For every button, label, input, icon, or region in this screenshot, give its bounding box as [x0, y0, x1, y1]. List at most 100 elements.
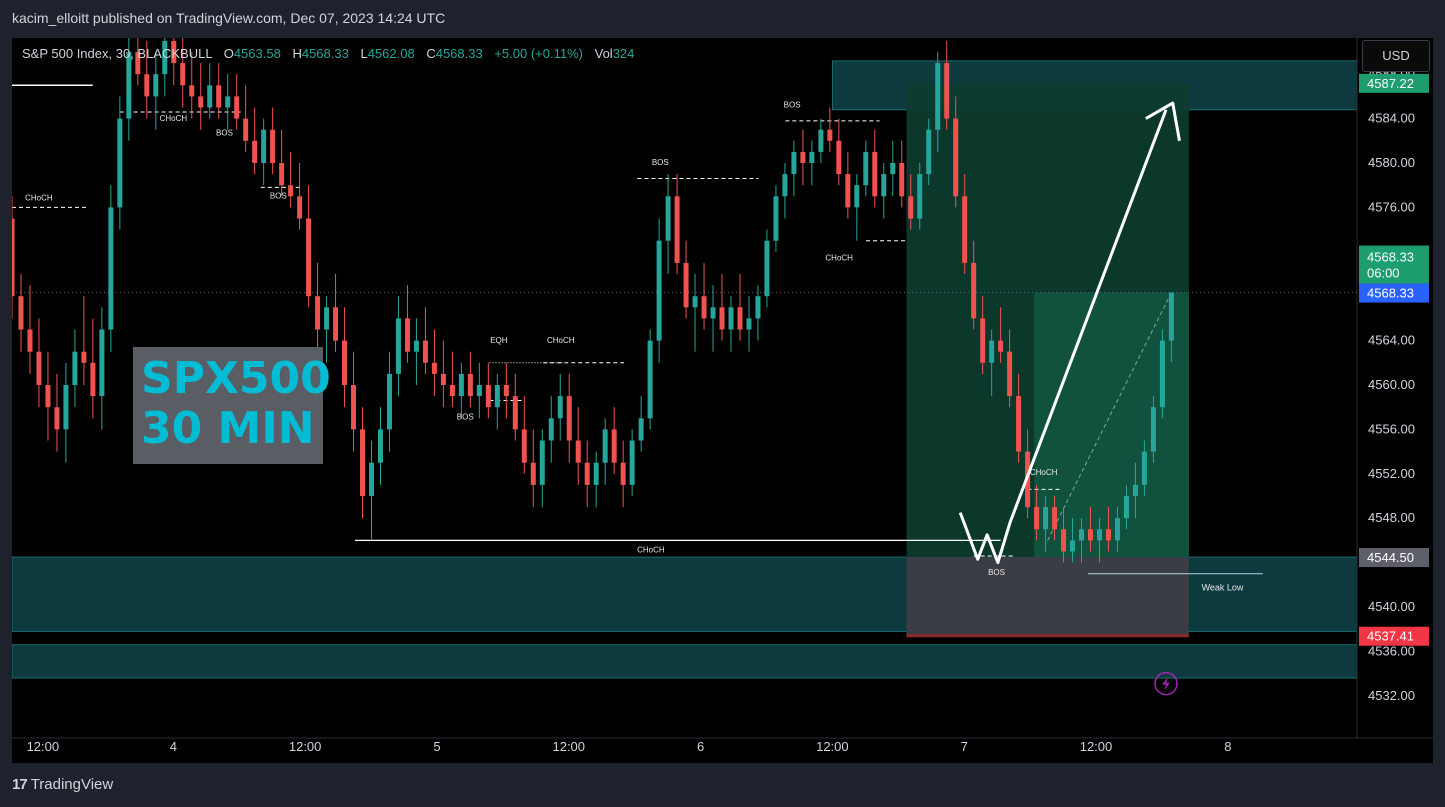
candle-body — [351, 385, 357, 430]
x-tick-label: 12:00 — [816, 739, 849, 754]
candle-body — [845, 174, 851, 208]
candle-body — [243, 118, 249, 141]
structure-label: BOS — [270, 192, 287, 201]
tradingview-logo[interactable]: 17 TradingView — [12, 776, 113, 793]
x-tick-label: 6 — [697, 739, 704, 754]
y-tick-label: 4580.00 — [1368, 155, 1415, 170]
candle-body — [270, 129, 276, 163]
candle-body — [782, 174, 788, 197]
structure-label: CHoCH — [637, 546, 665, 555]
candle-body — [755, 296, 761, 319]
candle-body — [638, 418, 644, 441]
candle-body — [54, 407, 60, 430]
candle-body — [458, 373, 464, 397]
candle-body — [674, 196, 680, 263]
candle-body — [890, 163, 896, 175]
candle-body — [63, 385, 69, 430]
candle-body — [18, 296, 24, 330]
candle-body — [548, 418, 554, 441]
candle-body — [404, 318, 410, 352]
arrow-layer — [958, 101, 1181, 696]
candle-body — [12, 218, 15, 297]
last-price-tag-value: 4568.33 — [1367, 250, 1414, 265]
position-layer — [906, 82, 1189, 638]
candle-body — [1168, 292, 1174, 341]
overlay-line-2: 30 MIN — [141, 403, 315, 454]
chart-area[interactable]: CHoCH CHoCH BOS BOS BOS BOS CHoCH EQH CHoCH BOS CH… — [12, 38, 1433, 763]
candle-body — [189, 85, 195, 97]
candle-body — [710, 307, 716, 319]
candle-body — [288, 185, 294, 197]
candle-body — [261, 129, 267, 163]
legend-close-value: 4568.33 — [435, 46, 483, 61]
candle-body — [1096, 529, 1102, 541]
supply-demand-zone — [12, 644, 1358, 679]
candle-body — [989, 340, 995, 363]
candle-body — [584, 462, 590, 485]
currency-button[interactable]: USD — [1362, 40, 1430, 72]
price-tag-bg — [1359, 548, 1429, 568]
legend-change: +5.00 (+0.11%) — [494, 46, 583, 61]
lightning-icon — [1154, 671, 1178, 696]
candle-body — [90, 362, 96, 397]
candle-body — [216, 85, 222, 108]
candle-body — [207, 85, 213, 108]
legend-high-value: 4568.33 — [301, 46, 349, 61]
candle-body — [611, 429, 617, 463]
y-tick-label: 4564.00 — [1368, 333, 1415, 348]
candle-body — [692, 296, 698, 308]
lightning-glyph — [1162, 676, 1171, 691]
legend-low-label: L — [360, 46, 368, 61]
candle-body — [386, 373, 392, 430]
candle-body — [180, 63, 186, 86]
arrow-head — [1145, 101, 1181, 142]
candle-body — [395, 318, 401, 374]
x-tick-label: 5 — [433, 739, 440, 754]
price-tag-value: 4537.41 — [1367, 629, 1414, 644]
y-tick-label: 4552.00 — [1368, 466, 1415, 481]
candle-body — [1007, 351, 1013, 397]
candle-body — [998, 340, 1004, 352]
candle-body — [360, 429, 366, 496]
tradingview-brand: TradingView — [30, 776, 114, 793]
y-tick-label: 4540.00 — [1368, 599, 1415, 614]
top-bar: kacim_elloitt published on TradingView.c… — [0, 0, 1445, 38]
x-tick-label: 12:00 — [552, 739, 585, 754]
profit-fill — [1034, 292, 1189, 558]
candle-body — [656, 240, 662, 341]
candle-body — [449, 385, 455, 397]
x-tick-label: 12:00 — [1080, 739, 1113, 754]
candle-body — [836, 140, 842, 175]
candle-body — [252, 140, 258, 163]
candle-body — [1034, 507, 1040, 530]
structure-label: BOS — [784, 101, 801, 110]
candle-body — [764, 240, 770, 297]
candle-body — [494, 385, 500, 408]
published-caption: kacim_elloitt published on TradingView.c… — [12, 10, 446, 26]
candle-body — [1070, 540, 1076, 552]
candle-body — [908, 196, 914, 219]
candle-body — [225, 96, 231, 108]
candle-body — [602, 429, 608, 463]
candle-body — [620, 462, 626, 485]
legend-high-label: H — [292, 46, 302, 61]
candle-body — [377, 429, 383, 463]
candle-body — [153, 74, 159, 97]
candle-body — [926, 129, 932, 175]
candle-body — [99, 329, 105, 397]
candle-body — [81, 351, 87, 363]
candle-body — [279, 163, 285, 186]
candle-body — [144, 74, 150, 97]
candle-body — [512, 396, 518, 430]
projection-arrow — [958, 109, 1168, 565]
candle-body — [593, 462, 599, 485]
price-tag-stop: 4537.41 — [1359, 626, 1429, 646]
price-tag-entry: 4544.50 — [1359, 548, 1429, 568]
structure-label: BOS — [988, 568, 1005, 577]
x-tick-label: 4 — [170, 739, 177, 754]
candle-body — [809, 151, 815, 163]
candle-body — [773, 196, 779, 241]
candles-layer — [12, 38, 1174, 563]
candle-body — [854, 185, 860, 208]
